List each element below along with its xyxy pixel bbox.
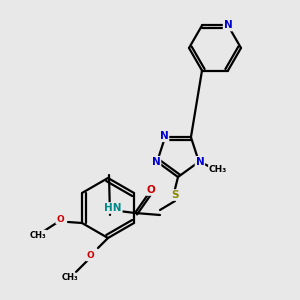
Text: N: N (160, 131, 168, 141)
Text: S: S (171, 190, 179, 200)
Text: CH₃: CH₃ (30, 230, 46, 239)
Text: O: O (147, 185, 155, 195)
Text: N: N (152, 157, 161, 167)
Text: CH₃: CH₃ (209, 165, 227, 174)
Text: N: N (196, 157, 204, 167)
Text: O: O (86, 251, 94, 260)
Text: CH₃: CH₃ (62, 274, 78, 283)
Text: N: N (224, 20, 232, 31)
Text: O: O (56, 214, 64, 224)
Text: HN: HN (104, 203, 122, 213)
